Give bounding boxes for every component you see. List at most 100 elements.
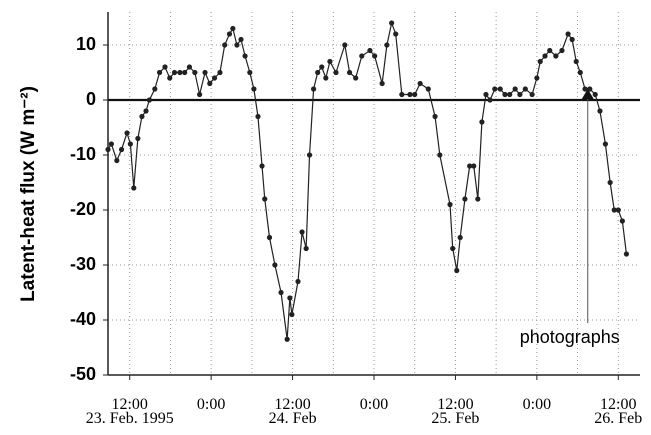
data-point xyxy=(487,97,493,103)
data-point xyxy=(230,25,236,32)
data-point xyxy=(287,295,293,301)
data-point xyxy=(534,75,540,81)
data-point xyxy=(399,91,405,98)
data-point xyxy=(143,108,149,114)
data-point xyxy=(597,108,603,114)
data-point xyxy=(131,185,137,191)
data-point xyxy=(450,245,456,252)
data-point xyxy=(384,42,390,48)
x-tick-label: 0:00 xyxy=(523,396,551,413)
data-point xyxy=(475,196,481,202)
data-point xyxy=(242,53,248,59)
data-point xyxy=(359,53,365,59)
x-tick-label: 12:00 xyxy=(600,396,636,413)
y-tick-label: 0 xyxy=(86,89,96,109)
data-point xyxy=(623,251,630,257)
data-point xyxy=(311,86,317,92)
data-point xyxy=(553,53,559,59)
data-point xyxy=(238,36,244,43)
data-point xyxy=(127,141,133,147)
data-point xyxy=(547,47,553,54)
data-point xyxy=(118,146,125,153)
data-point xyxy=(251,86,257,92)
data-point xyxy=(197,91,203,98)
y-axis-label: Latent-heat flux (W m⁻²) xyxy=(18,86,39,302)
data-point xyxy=(479,119,485,125)
data-point xyxy=(124,130,130,136)
data-point xyxy=(467,163,473,169)
data-point xyxy=(372,53,378,59)
y-tick-label: -30 xyxy=(70,254,96,274)
data-point xyxy=(492,86,498,92)
data-point xyxy=(537,58,543,65)
data-point xyxy=(278,289,284,296)
data-point xyxy=(202,69,208,76)
data-point xyxy=(247,69,253,76)
data-point xyxy=(425,86,431,92)
data-point xyxy=(306,152,313,158)
y-tick-label: -10 xyxy=(70,144,96,164)
data-point xyxy=(592,91,598,98)
data-point xyxy=(447,201,453,208)
y-tick-label: -20 xyxy=(70,199,96,219)
data-point xyxy=(299,229,305,235)
data-point xyxy=(105,146,111,153)
data-point xyxy=(517,91,523,98)
data-point xyxy=(407,91,413,98)
x-tick-label: 0:00 xyxy=(360,396,388,413)
y-tick-label: 10 xyxy=(76,34,96,54)
data-point xyxy=(393,31,399,37)
x-tick-label: 12:00 xyxy=(437,396,473,413)
x-date-label: 23. Feb. 1995 xyxy=(86,410,174,427)
data-point xyxy=(139,113,145,120)
data-point xyxy=(266,234,273,241)
data-point xyxy=(602,141,608,147)
data-point xyxy=(432,113,438,120)
data-point xyxy=(289,311,295,318)
data-point xyxy=(217,69,223,76)
x-tick-label: 12:00 xyxy=(274,396,310,413)
data-point xyxy=(587,86,593,92)
data-point xyxy=(295,278,301,285)
data-point xyxy=(135,135,141,142)
data-point xyxy=(437,152,443,158)
data-point xyxy=(569,36,575,43)
annotation-arrow xyxy=(581,89,594,99)
data-point xyxy=(619,218,625,224)
data-point xyxy=(412,91,418,98)
data-point xyxy=(483,91,489,98)
data-point xyxy=(417,80,423,87)
data-point xyxy=(462,196,468,202)
data-point xyxy=(512,86,518,92)
data-point xyxy=(454,267,460,274)
data-point xyxy=(471,163,477,169)
data-point xyxy=(542,53,548,59)
data-point xyxy=(323,75,329,81)
data-point xyxy=(177,69,183,76)
data-point xyxy=(303,245,309,252)
x-date-label: 26. Feb xyxy=(594,410,642,427)
data-point xyxy=(156,69,163,76)
data-point xyxy=(272,262,278,268)
data-point xyxy=(565,31,571,37)
x-tick-label: 12:00 xyxy=(111,396,147,413)
data-point xyxy=(207,80,213,87)
data-point xyxy=(167,75,173,81)
data-point xyxy=(529,91,535,98)
data-point xyxy=(146,97,152,103)
data-point xyxy=(152,86,158,92)
data-point xyxy=(171,69,178,76)
data-point xyxy=(108,141,114,147)
data-point xyxy=(522,86,528,92)
y-tick-label: -50 xyxy=(70,364,96,384)
data-point xyxy=(319,64,325,70)
data-point xyxy=(327,58,333,65)
data-point xyxy=(255,113,261,120)
data-point xyxy=(379,80,385,87)
x-date-label: 25. Feb xyxy=(431,410,479,427)
data-point xyxy=(559,47,565,54)
data-point xyxy=(114,157,120,164)
x-date-label: 24. Feb xyxy=(269,410,317,427)
data-point xyxy=(573,58,579,65)
